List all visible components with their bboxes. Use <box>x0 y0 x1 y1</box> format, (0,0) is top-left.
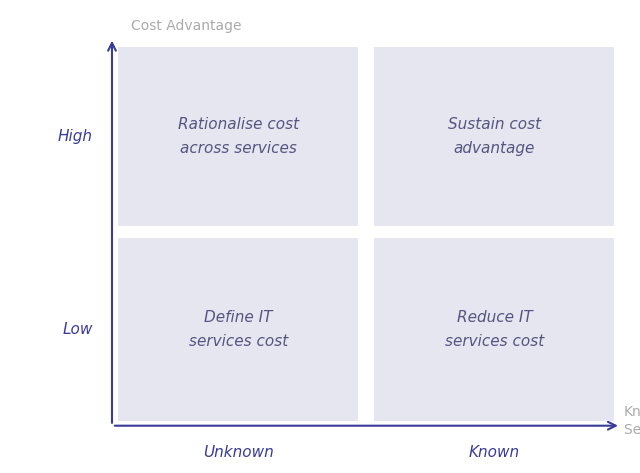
Text: High: High <box>58 129 93 144</box>
Text: Unknown: Unknown <box>203 445 274 460</box>
Text: Sustain cost
advantage: Sustain cost advantage <box>448 117 541 156</box>
Text: Cost Advantage: Cost Advantage <box>131 19 242 33</box>
Text: Known: Known <box>469 445 520 460</box>
Text: Reduce IT
services cost: Reduce IT services cost <box>445 310 544 349</box>
Text: Knowing
Service Cost: Knowing Service Cost <box>624 405 640 437</box>
Text: Rationalise cost
across services: Rationalise cost across services <box>178 117 299 156</box>
Text: Low: Low <box>63 322 93 337</box>
Text: Define IT
services cost: Define IT services cost <box>189 310 288 349</box>
